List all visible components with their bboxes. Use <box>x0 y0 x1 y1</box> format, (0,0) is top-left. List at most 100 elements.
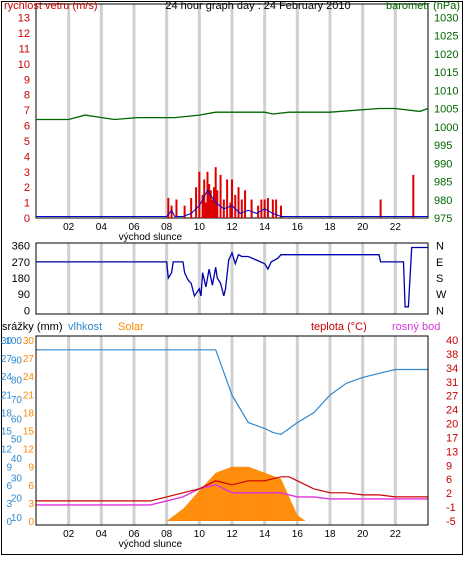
panel1-left-tick-label: 2 <box>24 182 30 194</box>
panel3-x-tick-label: 16 <box>292 529 304 540</box>
panel1-left-axis-label: rychlost vetru (m/s) <box>4 0 98 12</box>
humidity-tick-label: 100 <box>5 336 22 347</box>
humidity-tick-label: 40 <box>11 454 23 465</box>
solar-area <box>36 466 428 521</box>
humidity-tick-label: 30 <box>11 474 23 485</box>
solar-tick-label: 15 <box>23 427 35 438</box>
wind-speed-bar <box>208 184 211 218</box>
panel2-direction-label: S <box>436 273 443 285</box>
panel1-x-tick-label: 10 <box>194 222 206 233</box>
precip-tick-label: 12 <box>1 445 13 456</box>
panel3-sunrise-label: východ slunce <box>119 539 183 550</box>
precip-tick-label: 3 <box>6 499 12 510</box>
humidity-tick-label: 80 <box>11 375 23 386</box>
panel1-right-tick-label: 1005 <box>434 104 458 116</box>
panel3-x-tick-label: 08 <box>161 529 173 540</box>
panel1-right-tick-label: 975 <box>434 213 452 225</box>
precip-tick-label: 27 <box>1 354 13 365</box>
panel3-x-tick-label: 04 <box>96 529 108 540</box>
solar-tick-label: 24 <box>23 372 35 383</box>
panel1-left-tick-label: 12 <box>18 28 30 40</box>
solar-tick-label: 3 <box>28 499 34 510</box>
humidity-tick-label: 60 <box>11 415 23 426</box>
panel3-x-tick-label: 20 <box>357 529 369 540</box>
panel1-right-tick-label: 1010 <box>434 85 458 97</box>
wind-gust-line <box>36 189 428 217</box>
panel2-left-tick-label: 360 <box>12 241 30 253</box>
temperature-tick-label: 27 <box>446 391 458 403</box>
temperature-tick-label: 20 <box>446 419 458 431</box>
panel2-left-tick-label: 180 <box>12 273 30 285</box>
panel1-x-tick-label: 08 <box>161 222 173 233</box>
panel1-x-tick-label: 04 <box>96 222 108 233</box>
solar-tick-label: 12 <box>23 445 35 456</box>
wind-speed-bar <box>206 171 209 218</box>
wind-speed-bar <box>237 187 240 218</box>
solar-tick-label: 18 <box>23 408 35 419</box>
panel1-left-tick-label: 5 <box>24 136 30 148</box>
solar-tick-label: 30 <box>23 336 35 347</box>
wind-speed-bar <box>234 194 237 218</box>
wind-speed-bar <box>204 202 207 218</box>
temperature-tick-label: 31 <box>446 377 458 389</box>
panel1-right-tick-label: 980 <box>434 195 452 207</box>
wind-speed-bar <box>219 174 222 218</box>
wind-speed-bar <box>183 205 186 218</box>
humidity-tick-label: 90 <box>11 356 23 367</box>
solar-tick-label: 27 <box>23 354 35 365</box>
panel1-x-tick-label: 16 <box>292 222 304 233</box>
chart-title: 24 hour graph day : 24 February 2010 <box>165 0 350 12</box>
solar-tick-label: 0 <box>28 517 34 528</box>
temperature-tick-label: 40 <box>446 335 458 347</box>
humidity-axis-label: vlhkost <box>68 321 102 333</box>
temperature-axis-label: teplota (°C) <box>311 321 367 333</box>
panel1-right-tick-label: 1020 <box>434 49 458 61</box>
panel1-left-tick-label: 4 <box>24 151 30 163</box>
panel1-x-tick-label: 12 <box>226 222 238 233</box>
panel1-x-tick-label: 14 <box>259 222 271 233</box>
panel1-right-tick-label: 1000 <box>434 122 458 134</box>
humidity-tick-label: 70 <box>11 395 23 406</box>
wind-speed-bar <box>250 199 253 218</box>
temperature-tick-label: 17 <box>446 432 458 444</box>
panel3-x-tick-label: 12 <box>226 529 238 540</box>
panel2-frame <box>35 242 429 315</box>
wind-speed-bar <box>240 199 243 218</box>
solar-tick-label: 9 <box>28 463 34 474</box>
panel1-left-tick-label: 7 <box>24 105 30 117</box>
temperature-tick-label: 6 <box>446 474 452 486</box>
temperature-tick-label: 13 <box>446 446 458 458</box>
panel3-x-tick-label: 06 <box>128 529 140 540</box>
panel1-left-tick-label: 1 <box>24 198 30 210</box>
dewpoint-line <box>36 484 428 506</box>
wind-speed-bar <box>167 197 170 218</box>
wind-speed-bar <box>280 205 282 218</box>
wind-speed-bar <box>170 205 173 218</box>
precip-tick-label: 21 <box>1 390 13 401</box>
panel1-left-tick-label: 13 <box>18 13 30 25</box>
temperature-tick-label: -5 <box>446 516 456 528</box>
panel2-left-tick-label: 0 <box>24 305 30 317</box>
panel1-right-tick-label: 990 <box>434 158 452 170</box>
panel1-right-tick-label: 985 <box>434 177 452 189</box>
panel3-x-tick-label: 22 <box>390 529 402 540</box>
humidity-tick-label: 10 <box>11 513 23 524</box>
wind-speed-bar <box>195 187 198 218</box>
panel1-left-tick-label: 6 <box>24 121 30 133</box>
precip-tick-label: 9 <box>6 463 12 474</box>
panel2-direction-label: N <box>436 305 444 317</box>
panel1-sunrise-label: východ slunce <box>119 232 183 243</box>
wind-speed-bar <box>275 199 278 218</box>
panel2-left-tick-label: 270 <box>12 257 30 269</box>
precip-tick-label: 18 <box>1 408 13 419</box>
humidity-line <box>36 349 428 436</box>
precip-tick-label: 15 <box>1 427 13 438</box>
wind-speed-bar <box>209 190 212 218</box>
wind-speed-bar <box>175 199 178 218</box>
wind-speed-bar <box>271 199 274 218</box>
wind-speed-bar <box>260 199 263 218</box>
wind-speed-bar <box>412 174 415 218</box>
solar-tick-label: 21 <box>23 390 35 401</box>
panel2-direction-label: N <box>436 241 444 253</box>
